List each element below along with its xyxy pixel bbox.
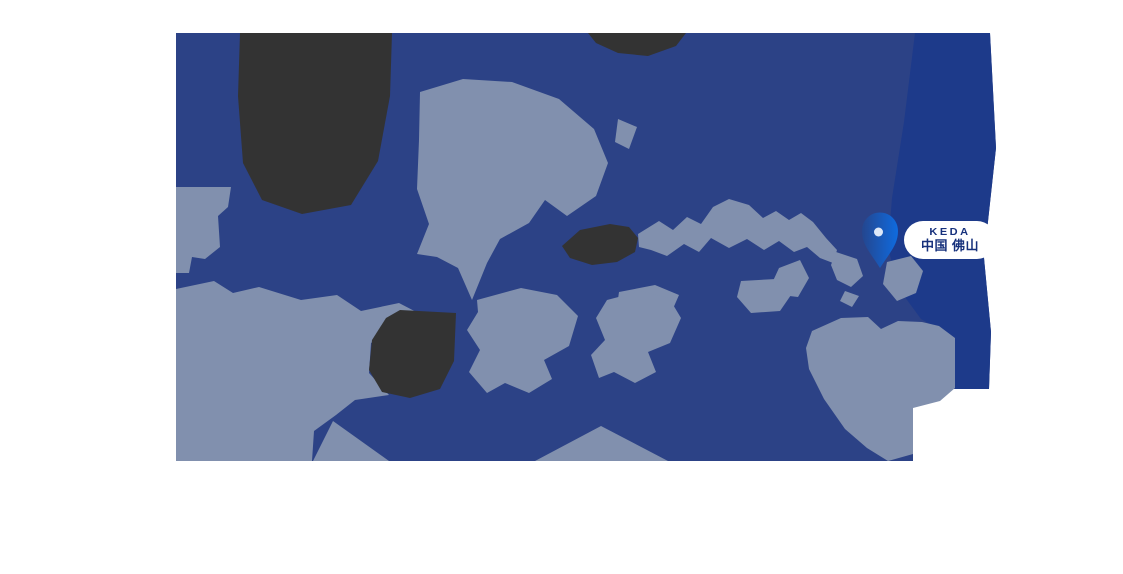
map-region: [591, 291, 681, 383]
map-region: [238, 33, 392, 214]
map-region: [313, 421, 389, 461]
map-region: [883, 256, 923, 301]
map-region: [176, 281, 424, 461]
map-regions-dark: [238, 33, 686, 398]
map-region: [773, 260, 809, 297]
map-region: [562, 224, 638, 265]
map-region: [831, 252, 863, 287]
map-region-east-deep: [888, 33, 996, 389]
map-region-australia: [806, 317, 955, 461]
map-region: [467, 288, 578, 393]
keda-logo: KEDA: [929, 226, 971, 238]
map-region-island-chain: [638, 199, 837, 263]
marker-location-text: 中国 佛山: [920, 237, 980, 253]
map-region: [840, 291, 859, 307]
map-region: [369, 310, 456, 398]
map-region: [888, 33, 996, 389]
map-regions-secondary: [176, 79, 955, 461]
map-region: [615, 119, 637, 149]
map-region: [535, 426, 668, 461]
map-marker-label[interactable]: KEDA 中国 佛山: [904, 221, 996, 259]
map-region: [176, 187, 231, 273]
location-pin-icon[interactable]: [862, 212, 898, 269]
map-region: [417, 79, 608, 300]
map-region: [588, 33, 686, 56]
